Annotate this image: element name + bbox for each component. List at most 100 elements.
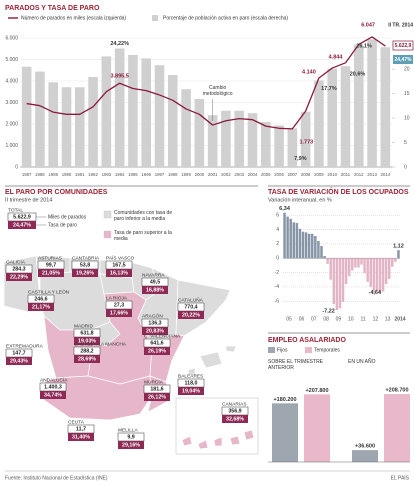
- x-tick-label: 2006: [274, 172, 284, 177]
- region-name: CASTILLA-LA MANCHA: [74, 341, 127, 347]
- bar: [283, 212, 286, 259]
- category-label: EN UN AÑO: [348, 359, 376, 365]
- value-box: [28, 303, 54, 311]
- x-tick-label: 2014: [381, 172, 391, 177]
- value-label: 26,19%: [148, 349, 166, 355]
- y2-tick-label: 0: [404, 164, 407, 170]
- value-box: [106, 269, 132, 277]
- bar: [181, 89, 191, 167]
- region-name: MELILLA: [118, 427, 139, 433]
- value-label: 118,0: [185, 381, 198, 387]
- value-label: 31,40%: [72, 435, 90, 441]
- x-tick-label: 05: [286, 316, 292, 322]
- value-label: 284,3: [12, 267, 25, 273]
- value-label: +208.700: [385, 388, 408, 394]
- value-label: 34,74%: [44, 393, 62, 399]
- value-label: 26,1%: [356, 44, 372, 50]
- bar: [326, 258, 329, 264]
- x-tick-label: 09: [336, 316, 342, 322]
- value-label: 631,8: [80, 331, 93, 337]
- bar: [338, 258, 342, 309]
- value-label: 6,34: [279, 206, 291, 212]
- bar: [141, 58, 151, 167]
- bar: [340, 66, 351, 167]
- bar: [375, 258, 379, 292]
- region-name: CANARIAS: [222, 401, 247, 407]
- value-label: 24,22%: [110, 41, 129, 47]
- legend-label: Fijos: [277, 348, 288, 354]
- y2-tick-label: 20: [404, 66, 410, 72]
- legend-label: Número de parados en miles (escala izqui…: [21, 15, 126, 21]
- y-tick-label: -6: [275, 299, 280, 305]
- bar: [287, 128, 298, 167]
- region-name: CANTABRIA: [72, 255, 100, 261]
- bar: [35, 71, 45, 167]
- x-tick-label: 11: [360, 316, 365, 322]
- region-name: LA RIOJA: [106, 295, 128, 301]
- chart-subtitle: II trimestre de 2014: [5, 197, 52, 203]
- x-tick-label: 1994: [115, 172, 125, 177]
- total-box: [8, 221, 36, 229]
- bar: [307, 233, 311, 259]
- value-label: 19,03%: [78, 339, 96, 345]
- bar: [207, 115, 218, 167]
- value-label: 11,7: [76, 427, 86, 433]
- value-label: 32,68%: [226, 417, 244, 423]
- value-box: [178, 311, 204, 319]
- legend-label: Tasa de paro: [48, 222, 77, 228]
- bar: [154, 65, 165, 167]
- value-label: 641,6: [150, 341, 163, 347]
- region-name: ARAGÓN: [142, 312, 163, 319]
- bar: [221, 110, 231, 167]
- x-tick-label: 2011: [341, 172, 351, 177]
- bar: [384, 258, 388, 285]
- value-label: 3.895,5: [110, 74, 128, 80]
- region-name: ANDALUCÍA: [40, 376, 68, 383]
- x-tick-label: 2013: [367, 172, 377, 177]
- region-name: EXTREMADURA: [6, 343, 44, 349]
- value-label: 28,69%: [78, 357, 96, 363]
- value-label: 49,5: [150, 280, 160, 286]
- x-tick-label: 1996: [141, 172, 151, 177]
- x-tick-label: 2000: [195, 172, 205, 177]
- bar: [286, 216, 289, 259]
- region-name: CASTILLA Y LEÓN: [28, 288, 70, 295]
- x-tick-label: 12: [373, 316, 379, 322]
- value-label: 20,22%: [182, 313, 200, 319]
- bar: [372, 258, 376, 293]
- y2-tick-label: 5: [404, 140, 407, 146]
- legend-label: Temporales: [314, 348, 340, 354]
- x-tick-label: 1989: [48, 172, 58, 177]
- annotation: Cambio metodológico: [202, 85, 233, 97]
- region: [243, 429, 255, 441]
- region-name: ASTURIAS: [38, 255, 62, 261]
- region-name: MURCIA: [144, 379, 164, 385]
- y-tick-label: 0: [15, 164, 18, 170]
- x-tick-label: 1997: [155, 172, 165, 177]
- bar: [366, 258, 369, 282]
- bar: [351, 258, 354, 271]
- value-box: [74, 355, 100, 363]
- value-label: 27,3: [114, 303, 124, 309]
- region-name: PAÍS VASCO: [106, 254, 135, 261]
- y-tick-label: -4: [275, 284, 280, 290]
- value-label: 16,13%: [110, 271, 128, 277]
- bar: [384, 394, 410, 462]
- x-tick-label: 2001: [208, 172, 218, 177]
- value-label: 4.844: [329, 54, 344, 60]
- value-box: [222, 415, 248, 423]
- value-label: 1.400,3: [44, 385, 62, 391]
- x-tick-label: 2003: [234, 172, 244, 177]
- value-label: 24,47%: [395, 57, 413, 63]
- value-box: [38, 269, 64, 277]
- bar: [301, 231, 305, 259]
- region-name: NAVARRA: [142, 272, 165, 278]
- region: [187, 367, 196, 376]
- legend-swatch: [152, 15, 158, 21]
- value-box: [142, 286, 168, 294]
- value-label: 147,7: [12, 351, 25, 357]
- value-box: [72, 269, 98, 277]
- y-tick-label: 5.000: [5, 57, 18, 63]
- x-tick-label: 2004: [248, 172, 258, 177]
- region-name: C. VALENCIANA: [144, 333, 181, 339]
